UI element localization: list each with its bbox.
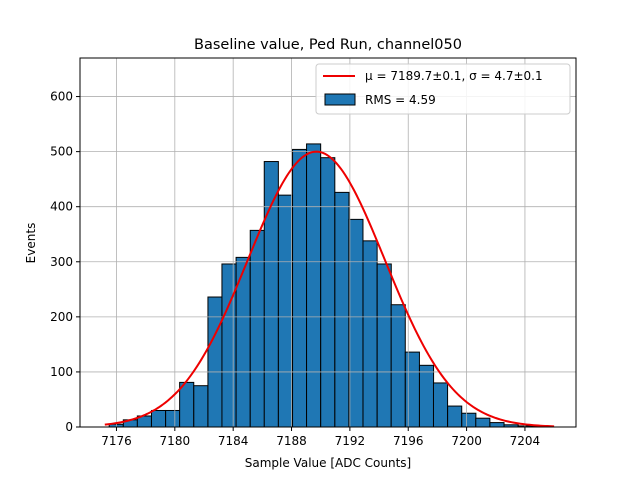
x-tick-label: 7200	[451, 434, 482, 448]
histogram-bar	[320, 157, 336, 428]
y-tick-label: 100	[50, 365, 73, 379]
legend-fit-label: μ = 7189.7±0.1, σ = 4.7±0.1	[365, 69, 543, 83]
y-tick-label: 300	[50, 255, 73, 269]
legend: μ = 7189.7±0.1, σ = 4.7±0.1 RMS = 4.59	[315, 63, 571, 115]
histogram-bar	[447, 405, 463, 428]
histogram-bar	[390, 304, 406, 428]
histogram-bar	[418, 364, 435, 428]
histogram-bar	[348, 218, 364, 428]
x-tick-label: 7204	[510, 434, 541, 448]
histogram-bar	[432, 382, 449, 428]
histogram-bar	[306, 143, 322, 428]
legend-histogram-label: RMS = 4.59	[365, 93, 436, 107]
y-tick-label: 200	[50, 310, 73, 324]
x-tick-label: 7180	[160, 434, 191, 448]
plot-area	[79, 57, 577, 428]
y-tick-label: 600	[50, 90, 73, 104]
histogram-bar	[475, 417, 491, 428]
x-axis: 7176 7180 7184 7188 7192 7196 7200 7204	[101, 427, 540, 448]
y-tick-label: 400	[50, 200, 73, 214]
histogram-bar	[404, 351, 420, 428]
x-tick-label: 7196	[393, 434, 424, 448]
axes-frame	[79, 57, 577, 428]
histogram-bar	[263, 161, 279, 428]
x-tick-label: 7184	[218, 434, 249, 448]
histogram-bar	[165, 409, 181, 428]
histogram-bar	[179, 381, 195, 428]
y-tick-label: 500	[50, 145, 73, 159]
x-axis-label: Sample Value [ADC Counts]	[245, 456, 411, 470]
histogram-bar	[193, 385, 209, 428]
legend-box	[315, 63, 571, 115]
histogram-bar	[292, 148, 308, 428]
histogram-bar	[376, 263, 392, 428]
chart-title: Baseline value, Ped Run, channel050	[194, 37, 462, 53]
histogram-bar	[489, 422, 505, 428]
histogram-bar	[362, 240, 378, 428]
legend-histogram-swatch	[324, 93, 356, 106]
histogram-bar	[461, 412, 477, 428]
x-tick-label: 7188	[276, 434, 307, 448]
y-axis: 0 100 200 300 400 500 600	[50, 90, 80, 434]
gaussian-fit-curve	[104, 150, 555, 428]
y-axis-label: Events	[24, 223, 38, 264]
histogram-bar	[150, 409, 167, 428]
y-tick-label: 0	[65, 420, 73, 434]
histogram-bar	[249, 229, 265, 428]
histogram-bar	[221, 263, 237, 428]
x-tick-label: 7192	[335, 434, 366, 448]
x-tick-label: 7176	[101, 434, 132, 448]
histogram-bar	[277, 194, 294, 428]
histogram-bar	[334, 191, 350, 428]
